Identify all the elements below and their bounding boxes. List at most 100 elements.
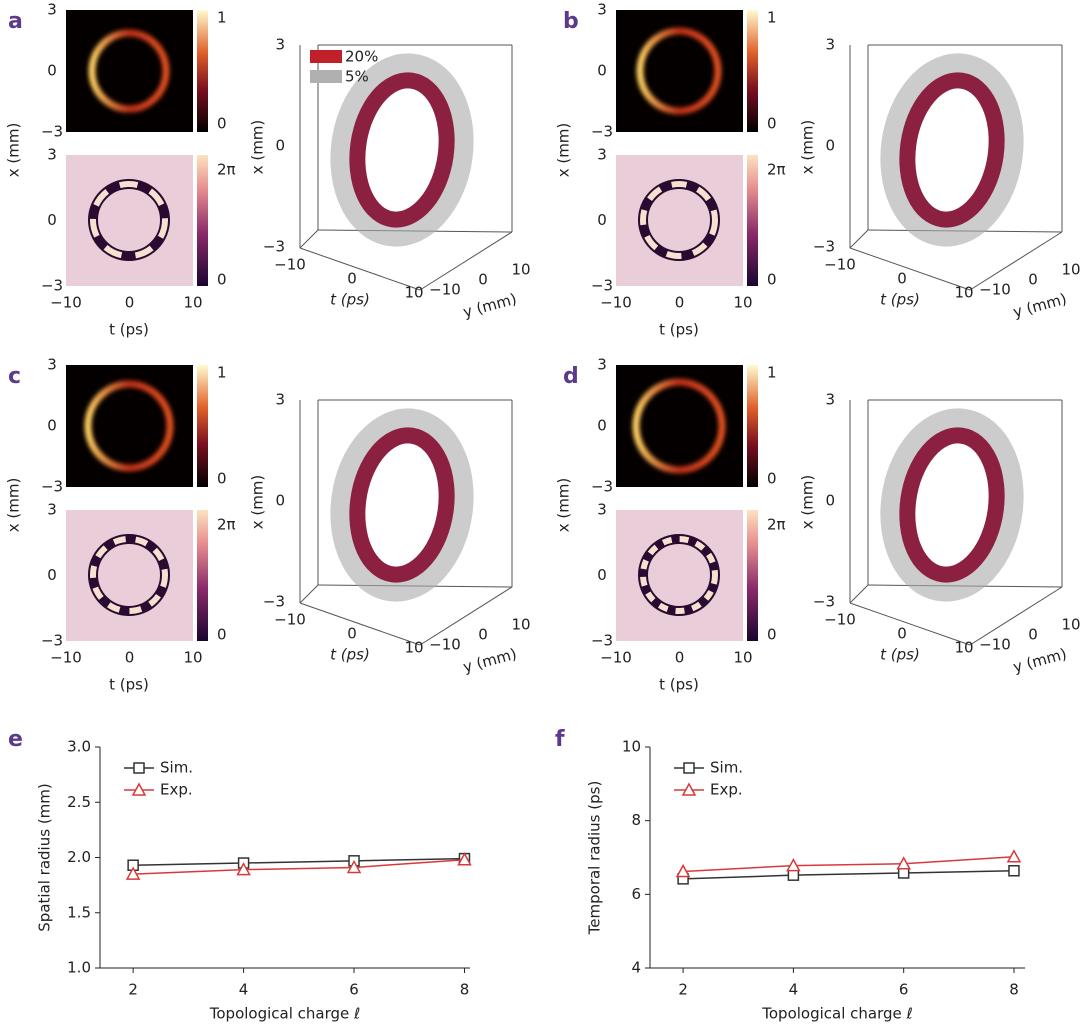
- y-tick-label: −3: [41, 123, 63, 141]
- y-tick-label: 0: [597, 62, 607, 80]
- t-tick-label: −10: [274, 611, 306, 629]
- y-tick-label: 0: [1028, 626, 1038, 644]
- legend-label: 20%: [345, 48, 378, 66]
- x-tick-label: −10: [50, 649, 82, 667]
- legend-marker: [681, 782, 697, 796]
- x-tick-label: 0: [125, 649, 135, 667]
- box-edge: [849, 229, 869, 249]
- phase-map: [616, 510, 743, 641]
- box-edge: [419, 231, 513, 291]
- y-tick-label: −3: [41, 277, 63, 295]
- colorbar-tick-label: 2π: [217, 161, 236, 179]
- colorbar: [747, 155, 758, 286]
- y-tick-label: 2.0: [67, 848, 91, 866]
- axis-label: t (ps): [330, 291, 370, 309]
- colorbar-tick-label: 1: [767, 364, 777, 382]
- y-tick-label: 3: [47, 1, 57, 19]
- legend-label: Sim.: [710, 759, 743, 777]
- t-tick-label: 0: [897, 270, 907, 288]
- axis-label: Topological charge ℓ: [761, 1005, 912, 1023]
- phase-ring-wrap: [90, 181, 168, 259]
- series-line: [133, 857, 465, 866]
- y-tick-label: 10: [1061, 261, 1080, 279]
- data-point: [787, 869, 800, 881]
- axis-label: t (ps): [659, 676, 699, 694]
- legend-label: Exp.: [710, 781, 743, 799]
- box-edge: [299, 584, 319, 604]
- panel-label: f: [555, 727, 565, 752]
- colorbar-tick-label: 0: [767, 626, 777, 644]
- t-tick-label: −10: [274, 256, 306, 274]
- box-edge: [299, 229, 319, 249]
- isosurface-5: [880, 408, 1024, 602]
- x-tick-label: 0: [675, 294, 685, 312]
- legend-marker: [683, 762, 695, 774]
- legend-marker: [133, 762, 145, 774]
- data-point: [457, 852, 472, 866]
- intensity-map: [66, 10, 193, 132]
- y-tick-label: −3: [41, 632, 63, 650]
- axis-label: x (mm): [555, 478, 573, 533]
- x-tick-label: 2: [678, 981, 688, 999]
- panel-label: d: [563, 364, 579, 389]
- colorbar-tick-label: 0: [217, 115, 227, 133]
- z-tick-label: −3: [813, 238, 835, 256]
- colorbar-tick-label: 0: [767, 115, 777, 133]
- axis-label: t (ps): [330, 646, 370, 664]
- colorbar: [197, 155, 208, 286]
- t-tick-label: 10: [404, 284, 423, 302]
- axis-label: y (mm): [1011, 290, 1068, 322]
- series-line: [133, 858, 465, 875]
- phase-ring-wrap: [640, 181, 718, 259]
- y-tick-label: −3: [591, 123, 613, 141]
- axis-label: Topological charge ℓ: [209, 1005, 360, 1023]
- y-tick-label: −3: [41, 478, 63, 496]
- x-tick-label: 10: [183, 294, 202, 312]
- y-tick-label: 8: [631, 811, 641, 829]
- phase-ring-wrap: [640, 536, 718, 614]
- data-point: [896, 856, 911, 870]
- phase-map: [66, 155, 193, 286]
- x-tick-label: 4: [789, 981, 799, 999]
- t-tick-label: 0: [347, 625, 357, 643]
- colorbar-tick-label: 1: [217, 9, 227, 27]
- panel-label: e: [8, 727, 23, 752]
- box-edge: [849, 584, 869, 604]
- t-tick-label: 0: [347, 270, 357, 288]
- data-point: [1006, 849, 1022, 863]
- isosurface-5: [330, 408, 474, 602]
- colorbar-tick-label: 2π: [767, 516, 786, 534]
- axis-label: x (mm): [249, 120, 267, 175]
- legend-label: 5%: [345, 68, 369, 86]
- y-tick-label: −10: [979, 636, 1011, 654]
- y-tick-label: −3: [591, 632, 613, 650]
- y-tick-label: 3: [47, 501, 57, 519]
- y-tick-label: 0: [597, 566, 607, 584]
- y-tick-label: 0: [478, 271, 488, 289]
- axis-label: t (ps): [109, 321, 149, 339]
- y-tick-label: 4: [631, 959, 641, 977]
- panel-label: b: [563, 9, 579, 34]
- colorbar-tick-label: 0: [217, 470, 227, 488]
- y-tick-label: −3: [591, 478, 613, 496]
- intensity-ring: [88, 29, 170, 113]
- t-tick-label: 10: [954, 639, 973, 657]
- colorbar-tick-label: 2π: [767, 161, 786, 179]
- x-tick-label: 8: [1009, 981, 1019, 999]
- legend-label: Exp.: [160, 781, 193, 799]
- y-tick-label: 1.0: [67, 959, 91, 977]
- y-tick-label: 3.0: [67, 738, 91, 756]
- y-tick-label: 0: [1028, 271, 1038, 289]
- y-tick-label: 10: [511, 616, 530, 634]
- z-tick-label: 3: [275, 36, 285, 54]
- data-point: [236, 862, 251, 876]
- z-tick-label: 3: [275, 391, 285, 409]
- colorbar-tick-label: 2π: [217, 516, 236, 534]
- x-tick-label: 6: [899, 981, 909, 999]
- x-tick-label: 10: [733, 649, 752, 667]
- axis-label: t (ps): [659, 321, 699, 339]
- y-tick-label: 6: [631, 885, 641, 903]
- y-tick-label: 0: [47, 417, 57, 435]
- y-tick-label: 2.5: [67, 793, 91, 811]
